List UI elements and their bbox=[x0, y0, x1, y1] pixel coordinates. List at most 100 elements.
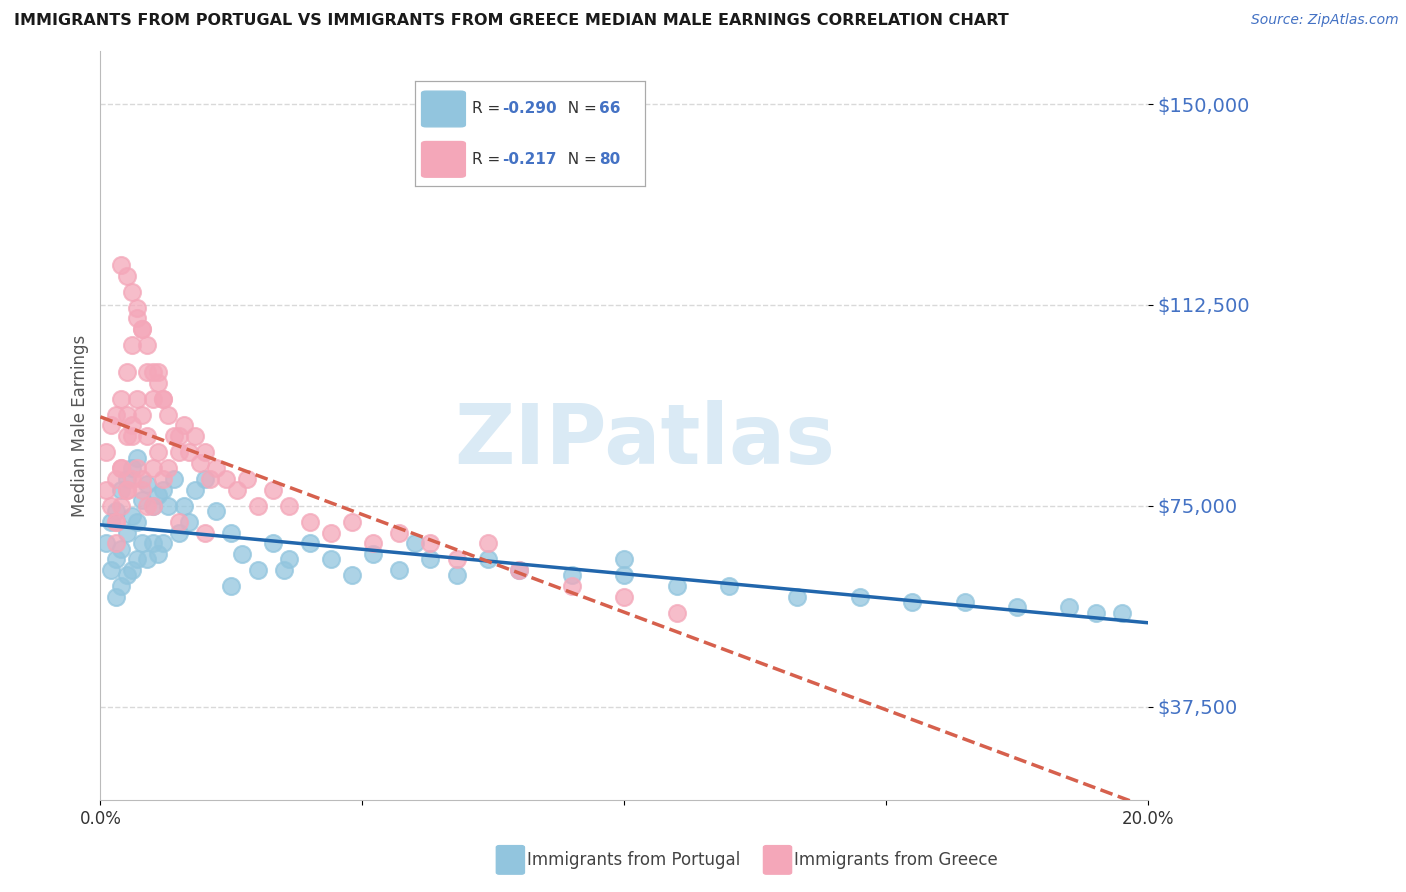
Point bbox=[121, 418, 143, 433]
Point bbox=[94, 483, 117, 497]
Point bbox=[163, 472, 186, 486]
Point bbox=[115, 472, 138, 486]
Point bbox=[319, 525, 342, 540]
Point bbox=[146, 488, 169, 502]
Point bbox=[142, 536, 165, 550]
Point bbox=[115, 525, 138, 540]
Point bbox=[508, 563, 530, 577]
Point bbox=[194, 525, 217, 540]
Point bbox=[125, 301, 148, 315]
Point bbox=[105, 408, 128, 422]
Point bbox=[115, 268, 138, 283]
Point bbox=[849, 590, 872, 604]
Point bbox=[110, 258, 132, 272]
Point bbox=[167, 445, 190, 459]
Point bbox=[188, 456, 211, 470]
Point bbox=[446, 552, 468, 566]
Point bbox=[167, 429, 190, 443]
Point bbox=[115, 429, 138, 443]
Point bbox=[388, 525, 411, 540]
Point bbox=[167, 515, 190, 529]
Point bbox=[136, 429, 159, 443]
Point bbox=[225, 483, 247, 497]
Point bbox=[105, 504, 128, 518]
Point bbox=[215, 472, 238, 486]
Point bbox=[419, 536, 441, 550]
Point bbox=[298, 515, 321, 529]
Point bbox=[110, 541, 132, 556]
Point bbox=[121, 338, 143, 352]
Point bbox=[131, 322, 153, 336]
Point bbox=[194, 445, 217, 459]
Point bbox=[157, 499, 180, 513]
Point bbox=[221, 579, 243, 593]
Point bbox=[100, 515, 122, 529]
Point bbox=[152, 483, 174, 497]
Point bbox=[131, 536, 153, 550]
Point bbox=[419, 552, 441, 566]
Point bbox=[273, 563, 295, 577]
Point bbox=[110, 483, 132, 497]
Point bbox=[236, 472, 259, 486]
Point bbox=[404, 536, 426, 550]
Point bbox=[361, 536, 384, 550]
Point bbox=[146, 445, 169, 459]
Point bbox=[142, 365, 165, 379]
Point bbox=[146, 365, 169, 379]
Point bbox=[110, 461, 132, 475]
Point bbox=[115, 568, 138, 582]
Point bbox=[665, 579, 688, 593]
Point bbox=[94, 536, 117, 550]
Point bbox=[131, 472, 153, 486]
Point bbox=[121, 285, 143, 299]
Point bbox=[131, 322, 153, 336]
Point bbox=[179, 515, 201, 529]
Point bbox=[125, 450, 148, 465]
Point bbox=[94, 445, 117, 459]
Text: Immigrants from Portugal: Immigrants from Portugal bbox=[527, 851, 741, 869]
Point bbox=[298, 536, 321, 550]
Point bbox=[115, 483, 138, 497]
Point bbox=[105, 536, 128, 550]
Point bbox=[477, 552, 499, 566]
Point bbox=[361, 547, 384, 561]
Point bbox=[446, 568, 468, 582]
Point bbox=[121, 472, 143, 486]
Text: Source: ZipAtlas.com: Source: ZipAtlas.com bbox=[1251, 13, 1399, 28]
Point bbox=[100, 499, 122, 513]
Point bbox=[262, 536, 284, 550]
Point bbox=[665, 606, 688, 620]
Point bbox=[152, 472, 174, 486]
Point bbox=[613, 568, 636, 582]
Point bbox=[115, 483, 138, 497]
Point bbox=[953, 595, 976, 609]
Point bbox=[105, 515, 128, 529]
Point bbox=[183, 483, 205, 497]
Point bbox=[121, 461, 143, 475]
Y-axis label: Median Male Earnings: Median Male Earnings bbox=[72, 334, 89, 516]
Point bbox=[125, 311, 148, 326]
Point bbox=[173, 499, 195, 513]
Point bbox=[173, 418, 195, 433]
Point bbox=[115, 408, 138, 422]
Point bbox=[110, 461, 132, 475]
Point bbox=[204, 461, 226, 475]
Point bbox=[183, 429, 205, 443]
Point bbox=[200, 472, 222, 486]
Point bbox=[121, 429, 143, 443]
Point bbox=[125, 515, 148, 529]
Point bbox=[246, 563, 269, 577]
Point bbox=[221, 525, 243, 540]
Point bbox=[1111, 606, 1133, 620]
Point bbox=[204, 504, 226, 518]
Point bbox=[142, 499, 165, 513]
Point bbox=[136, 477, 159, 491]
Point bbox=[901, 595, 924, 609]
Point bbox=[142, 499, 165, 513]
Point bbox=[105, 472, 128, 486]
Point bbox=[613, 590, 636, 604]
Point bbox=[136, 338, 159, 352]
Point bbox=[613, 552, 636, 566]
Point bbox=[246, 499, 269, 513]
Point bbox=[136, 499, 159, 513]
